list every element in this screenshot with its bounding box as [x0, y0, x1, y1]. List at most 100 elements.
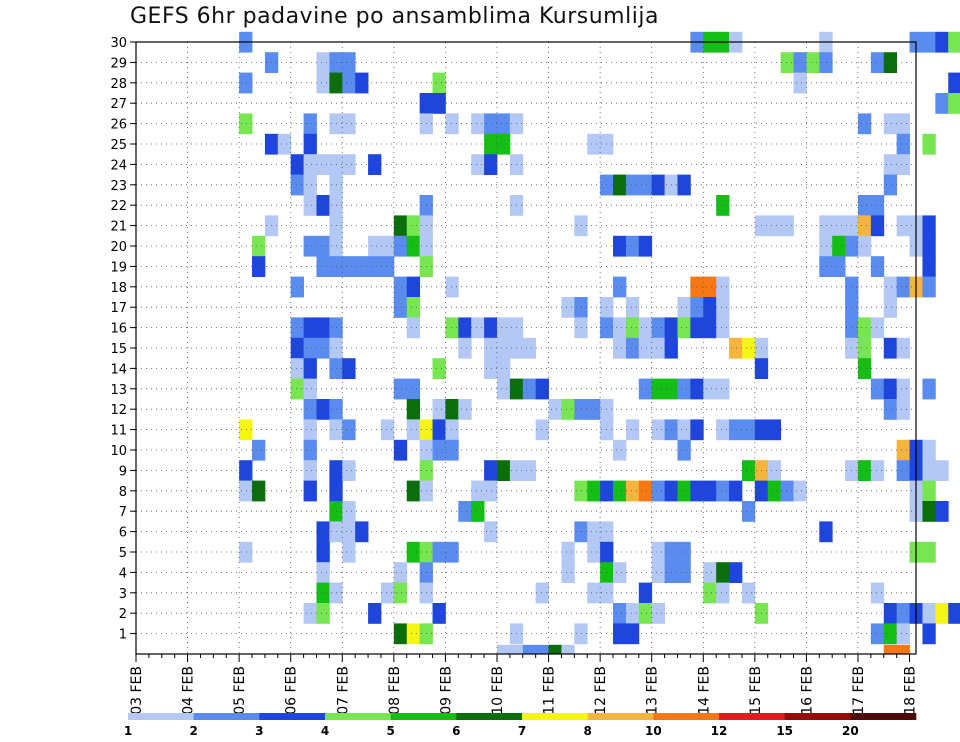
heatmap-cell [625, 419, 640, 441]
heatmap-cell [445, 276, 459, 298]
heatmap-cell [496, 460, 511, 481]
heatmap-cell [819, 235, 833, 257]
heatmap-cell [471, 113, 485, 135]
heatmap-cell [303, 603, 317, 624]
heatmap-cell [613, 317, 627, 339]
heatmap-cell [651, 337, 665, 359]
heatmap-cell [587, 133, 601, 155]
heatmap-cell [535, 644, 549, 655]
x-tick-label: 15 FEB [748, 666, 764, 715]
heatmap-cell [625, 174, 640, 196]
x-tick-label: 14 FEB [696, 666, 712, 715]
heatmap-cell [406, 215, 421, 237]
heatmap-cell [703, 276, 717, 298]
heatmap-cell [896, 154, 910, 175]
x-tick-label: 07 FEB [335, 666, 351, 715]
heatmap-cell [432, 419, 446, 441]
heatmap-cell [677, 174, 691, 196]
heatmap-cell [638, 480, 653, 502]
heatmap-cell [290, 337, 304, 359]
heatmap-cell [651, 480, 665, 502]
heatmap-cell [380, 419, 395, 441]
heatmap-cell [703, 297, 717, 318]
legend-label: 4 [321, 724, 329, 738]
heatmap-cell [316, 195, 330, 216]
y-tick-label: 14 [110, 362, 127, 377]
heatmap-cell [290, 378, 304, 400]
heatmap-cell [445, 399, 459, 420]
heatmap-cell [613, 337, 627, 359]
legend-label: 7 [518, 724, 526, 738]
heatmap-cell [870, 256, 885, 277]
heatmap-cell [638, 582, 653, 604]
heatmap-cell [677, 480, 691, 502]
heatmap-cell [316, 541, 330, 563]
legend-label: 20 [842, 724, 859, 738]
y-tick-label: 28 [110, 77, 127, 92]
heatmap-cell [767, 215, 782, 237]
heatmap-cell [522, 378, 537, 400]
heatmap-cell [535, 378, 549, 400]
heatmap-cell [380, 256, 395, 277]
heatmap-cell [922, 603, 936, 624]
heatmap-cell [342, 501, 356, 522]
heatmap-cell [896, 623, 910, 645]
heatmap-cell [574, 215, 588, 237]
heatmap-cell [651, 541, 665, 563]
heatmap-cell [432, 439, 446, 461]
heatmap-cell [935, 93, 949, 114]
y-tick-label: 11 [110, 424, 127, 439]
x-tick-label: 12 FEB [593, 666, 609, 715]
x-tick-label: 18 FEB [903, 666, 919, 715]
chart-title: GEFS 6hr padavine po ansamblima Kursumli… [130, 4, 659, 29]
heatmap-cell [535, 419, 549, 441]
legend-label: 8 [583, 724, 591, 738]
legend-label: 3 [255, 724, 263, 738]
heatmap-cell [432, 603, 446, 624]
heatmap-cell [613, 603, 627, 624]
heatmap-cell [870, 378, 885, 400]
y-tick-label: 27 [110, 97, 127, 112]
heatmap-cell [393, 297, 408, 318]
heatmap-cell [342, 72, 356, 94]
heatmap-cell [690, 378, 704, 400]
heatmap-cell [613, 276, 627, 298]
heatmap-cell [316, 399, 330, 420]
heatmap-cell [935, 31, 949, 53]
heatmap-cell [922, 623, 936, 645]
heatmap-cell [316, 235, 330, 257]
heatmap-cell [793, 52, 807, 73]
heatmap-cell [638, 337, 653, 359]
legend-swatch [522, 713, 588, 720]
heatmap-cell [690, 317, 704, 339]
heatmap-cell [316, 256, 330, 277]
heatmap-cell [406, 378, 421, 400]
heatmap-cell [496, 358, 511, 379]
heatmap-cell [870, 582, 885, 604]
heatmap-cell [587, 541, 601, 563]
heatmap-cell [857, 358, 872, 379]
heatmap-cell [342, 358, 356, 379]
heatmap-cell [857, 337, 872, 359]
heatmap-cell [574, 480, 588, 502]
heatmap-cell [445, 439, 459, 461]
y-tick-label: 15 [110, 342, 127, 357]
heatmap-cell [548, 644, 562, 655]
heatmap-cell [883, 337, 898, 359]
heatmap-cell [496, 337, 511, 359]
heatmap-cell [368, 256, 382, 277]
heatmap-cell [625, 480, 640, 502]
heatmap-cell [922, 133, 936, 155]
heatmap-cell [342, 113, 356, 135]
heatmap-cell [716, 419, 730, 441]
y-tick-label: 13 [110, 383, 127, 398]
heatmap-cell [896, 133, 910, 155]
heatmap-cell [522, 337, 537, 359]
heatmap-cell [870, 623, 885, 645]
legend-swatch [719, 713, 785, 720]
heatmap-cell [406, 480, 421, 502]
heatmap-cell [780, 215, 794, 237]
heatmap-cell [574, 399, 588, 420]
heatmap-cell [239, 72, 253, 94]
heatmap-cell [445, 113, 459, 135]
